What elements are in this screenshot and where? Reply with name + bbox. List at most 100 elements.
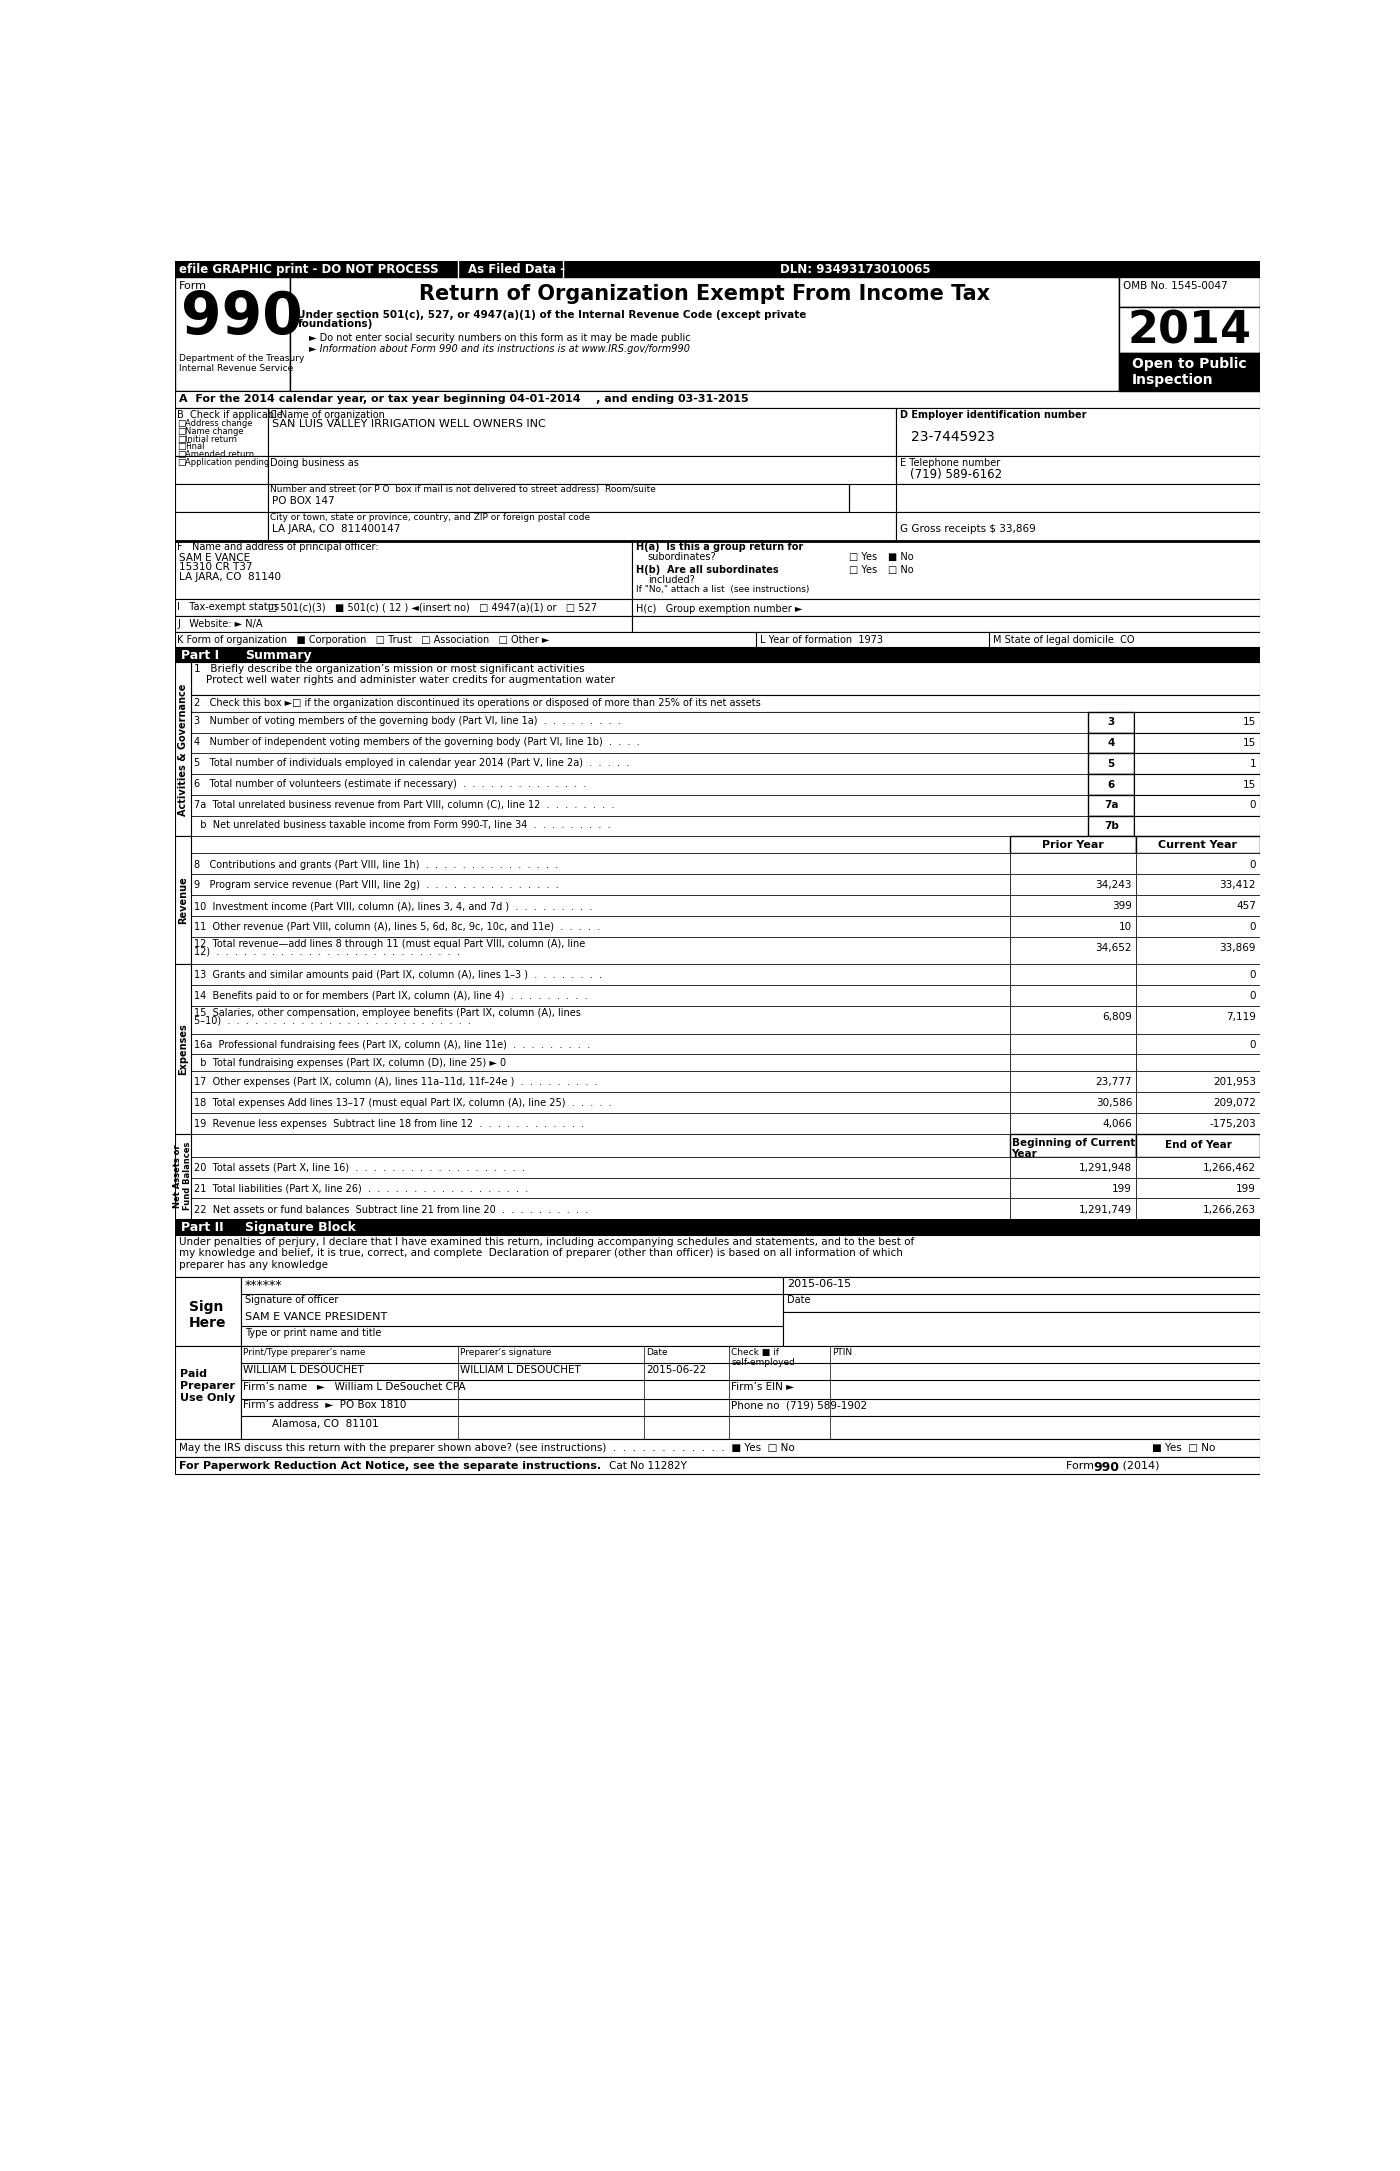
Text: C Name of organization: C Name of organization [270,410,385,419]
Bar [175,1220,1260,1235]
Text: 33,869: 33,869 [1219,942,1256,953]
Text: included?: included? [648,575,694,584]
Text: foundations): foundations) [297,319,372,330]
Bar [175,408,267,456]
Bar [175,512,267,541]
Bar [1135,853,1260,875]
Bar [1135,916,1260,936]
Bar [190,1070,1011,1092]
Bar [1088,795,1134,816]
Bar [267,484,850,512]
Bar [241,1277,784,1346]
Text: 0: 0 [1250,1040,1256,1051]
Text: B  Check if applicable: B Check if applicable [178,410,283,419]
Text: M State of legal domicile  CO: M State of legal domicile CO [993,634,1134,645]
Bar [190,775,1088,795]
Bar [1135,894,1260,916]
Text: 13  Grants and similar amounts paid (Part IX, column (A), lines 1–3 )  .  .  .  : 13 Grants and similar amounts paid (Part… [195,970,602,981]
Bar [633,599,1260,617]
Text: 209,072: 209,072 [1214,1099,1256,1107]
Bar [1135,1033,1260,1055]
Text: 5–10)  .  .  .  .  .  .  .  .  .  .  .  .  .  .  .  .  .  .  .  .  .  .  .  .  .: 5–10) . . . . . . . . . . . . . . . . . … [195,1016,472,1027]
Bar [633,617,1260,632]
Text: 1   Briefly describe the organization’s mission or most significant activities: 1 Briefly describe the organization’s mi… [195,664,585,673]
Text: May the IRS discuss this return with the preparer shown above? (see instructions: May the IRS discuss this return with the… [179,1444,795,1452]
Text: 2015-06-22: 2015-06-22 [647,1366,707,1374]
Text: LA JARA, CO  81140: LA JARA, CO 81140 [179,571,281,582]
Text: J   Website: ► N/A: J Website: ► N/A [178,619,263,630]
Text: □: □ [178,419,186,428]
Text: Form: Form [179,282,207,291]
Text: 0: 0 [1250,860,1256,871]
Bar [1135,1133,1260,1157]
Text: □: □ [178,449,186,458]
Text: Return of Organization Exempt From Income Tax: Return of Organization Exempt From Incom… [419,284,990,304]
Text: 5   Total number of individuals employed in calendar year 2014 (Part V, line 2a): 5 Total number of individuals employed i… [195,758,630,769]
Text: WILLIAM L DESOUCHET: WILLIAM L DESOUCHET [244,1366,364,1374]
Text: 0: 0 [1250,923,1256,931]
Text: If "No," attach a list  (see instructions): If "No," attach a list (see instructions… [636,586,809,595]
Text: 199: 199 [1236,1183,1256,1194]
Text: Summary: Summary [245,649,311,662]
Bar [175,1346,241,1439]
Text: Paid
Preparer
Use Only: Paid Preparer Use Only [181,1370,235,1402]
Bar [267,408,896,456]
Text: 34,652: 34,652 [1096,942,1133,953]
Text: LA JARA, CO  811400147: LA JARA, CO 811400147 [272,523,400,534]
Bar [1135,964,1260,986]
Bar [1011,836,1135,853]
Bar [175,647,1260,662]
Text: D Employer identification number: D Employer identification number [900,410,1086,419]
Text: 0: 0 [1250,992,1256,1001]
Text: Protect well water rights and administer water credits for augmentation water: Protect well water rights and administer… [206,675,615,684]
Text: H(b)  Are all subordinates: H(b) Are all subordinates [636,564,778,575]
Bar [896,408,1260,456]
Bar [190,1198,1011,1220]
Bar [1088,775,1134,795]
Text: Final: Final [185,443,204,452]
Bar [190,1092,1011,1114]
Text: □ Yes: □ Yes [850,564,878,575]
Bar [190,695,1260,712]
Text: b  Net unrelated business taxable income from Form 990-T, line 34  .  .  .  .  .: b Net unrelated business taxable income … [195,821,610,829]
Bar [267,512,896,541]
Bar [1088,753,1134,775]
Bar [1135,1198,1260,1220]
Text: 4: 4 [1107,738,1114,749]
Text: End of Year: End of Year [1165,1140,1232,1151]
Bar [1011,1133,1135,1157]
Text: Number and street (or P O  box if mail is not delivered to street address)  Room: Number and street (or P O box if mail is… [270,486,657,495]
Bar [1088,732,1134,753]
Text: Check ■ if
self-employed: Check ■ if self-employed [731,1348,795,1368]
Text: 21  Total liabilities (Part X, line 26)  .  .  .  .  .  .  .  .  .  .  .  .  .  : 21 Total liabilities (Part X, line 26) .… [195,1183,529,1194]
Text: Sign
Here: Sign Here [189,1300,227,1331]
Text: 399: 399 [1112,901,1133,912]
Text: Doing business as: Doing business as [270,458,360,467]
Bar [1011,875,1135,894]
Text: 0: 0 [1250,970,1256,981]
Text: Part II: Part II [181,1220,224,1233]
Text: Address change: Address change [185,419,252,428]
Text: 990: 990 [1093,1461,1120,1474]
Bar [1011,1033,1135,1055]
Text: I   Tax-exempt status: I Tax-exempt status [178,601,280,612]
Text: Name change: Name change [185,428,244,436]
Text: Preparer’s signature: Preparer’s signature [461,1348,552,1357]
Bar [1135,986,1260,1005]
Text: -175,203: -175,203 [1210,1118,1256,1129]
Text: Date: Date [647,1348,668,1357]
Bar [1011,1092,1135,1114]
Bar [190,916,1011,936]
Text: 1,266,263: 1,266,263 [1203,1205,1256,1214]
Text: PTIN: PTIN [832,1348,853,1357]
Bar [175,1277,241,1346]
Bar [190,894,1011,916]
Bar [1134,732,1260,753]
Text: 6   Total number of volunteers (estimate if necessary)  .  .  .  .  .  .  .  .  : 6 Total number of volunteers (estimate i… [195,779,587,788]
Text: 2   Check this box ►□ if the organization discontinued its operations or dispose: 2 Check this box ►□ if the organization … [195,697,762,708]
Text: E Telephone number: E Telephone number [900,458,1000,467]
Text: Print/Type preparer’s name: Print/Type preparer’s name [244,1348,365,1357]
Bar [1135,836,1260,853]
Text: subordinates?: subordinates? [648,551,717,562]
Bar [175,456,267,484]
